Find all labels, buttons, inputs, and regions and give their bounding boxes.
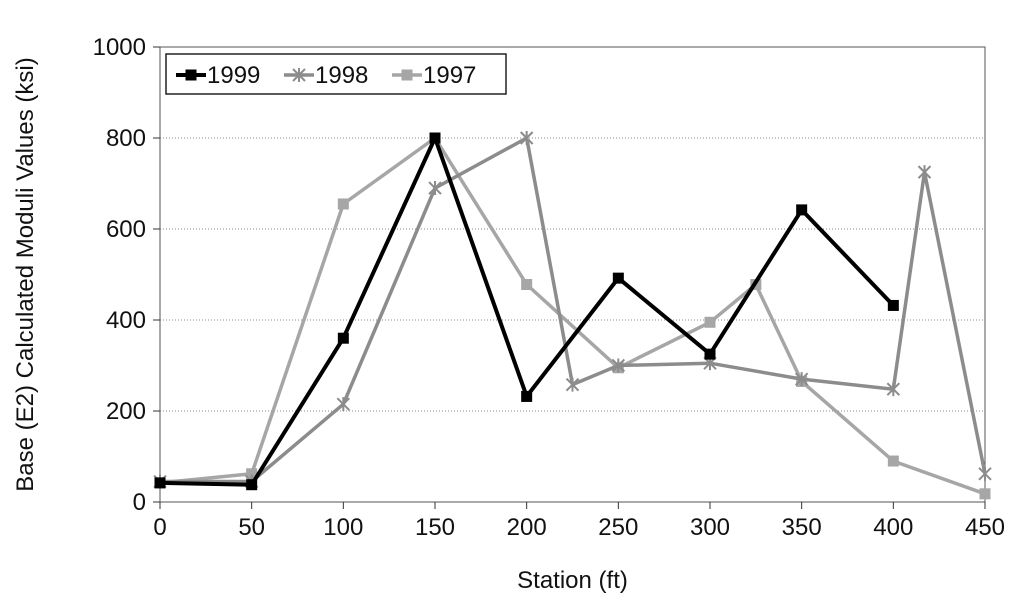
y-tick-label: 1000 xyxy=(93,34,146,61)
legend-label: 1998 xyxy=(315,62,368,89)
data-point xyxy=(246,468,258,480)
y-tick-label: 600 xyxy=(106,216,146,243)
y-tick-label: 400 xyxy=(106,307,146,334)
data-point xyxy=(794,372,809,387)
y-tick-label: 200 xyxy=(106,398,146,425)
data-point xyxy=(979,488,991,500)
legend-label: 1999 xyxy=(207,62,260,89)
legend-box xyxy=(165,53,507,95)
data-point xyxy=(796,204,808,216)
data-point xyxy=(154,477,166,489)
x-tick-label: 250 xyxy=(598,514,638,541)
series-1997 xyxy=(154,132,991,500)
x-tick-label: 450 xyxy=(965,514,1005,541)
data-point xyxy=(336,397,351,412)
legend-swatch-marker xyxy=(401,69,413,81)
x-axis-title: Station (ft) xyxy=(517,567,628,594)
data-point xyxy=(429,132,441,144)
x-tick-label: 300 xyxy=(690,514,730,541)
data-point xyxy=(428,181,442,196)
legend-item-1998: 1998 xyxy=(284,62,368,89)
data-point xyxy=(521,390,533,402)
y-axis: 0 200 400 600 800 1000 xyxy=(93,34,160,516)
data-point xyxy=(704,316,716,328)
x-tick-label: 400 xyxy=(873,514,913,541)
data-point xyxy=(704,348,716,360)
data-point xyxy=(337,332,349,344)
y-tick-label: 800 xyxy=(106,125,146,152)
x-tick-label: 0 xyxy=(153,514,166,541)
legend: 1999 1998 1997 xyxy=(165,53,507,95)
legend-item-1997: 1997 xyxy=(392,62,476,89)
grid-lines xyxy=(160,137,985,412)
x-tick-label: 350 xyxy=(782,514,822,541)
data-point xyxy=(978,466,992,481)
x-tick-label: 50 xyxy=(238,514,265,541)
legend-item-1999: 1999 xyxy=(176,62,260,89)
plot-area xyxy=(159,46,986,503)
series-1999 xyxy=(154,132,899,491)
series-layer xyxy=(153,131,992,500)
data-point xyxy=(887,455,899,467)
data-point xyxy=(886,382,901,397)
x-tick-label: 150 xyxy=(415,514,455,541)
series-line xyxy=(159,136,895,487)
x-tick-label: 100 xyxy=(323,514,363,541)
legend-label: 1997 xyxy=(423,62,476,89)
data-point xyxy=(565,377,580,392)
data-point xyxy=(246,479,258,491)
y-axis-title: Base (E2) Calculated Moduli Values (ksi) xyxy=(12,57,39,491)
series-line xyxy=(160,136,987,484)
series-line xyxy=(159,136,986,496)
legend-swatch-marker xyxy=(185,69,197,81)
data-point xyxy=(612,272,624,284)
data-point xyxy=(519,131,534,145)
legend-swatch-marker xyxy=(292,68,306,82)
data-point xyxy=(337,198,349,210)
x-axis: 0 50 100 150 200 250 300 350 400 450 xyxy=(153,502,1005,541)
data-point xyxy=(887,299,899,311)
data-point xyxy=(521,279,533,291)
data-point xyxy=(611,358,626,373)
data-point xyxy=(917,165,932,180)
x-tick-label: 200 xyxy=(507,514,547,541)
y-tick-label: 0 xyxy=(133,489,146,516)
